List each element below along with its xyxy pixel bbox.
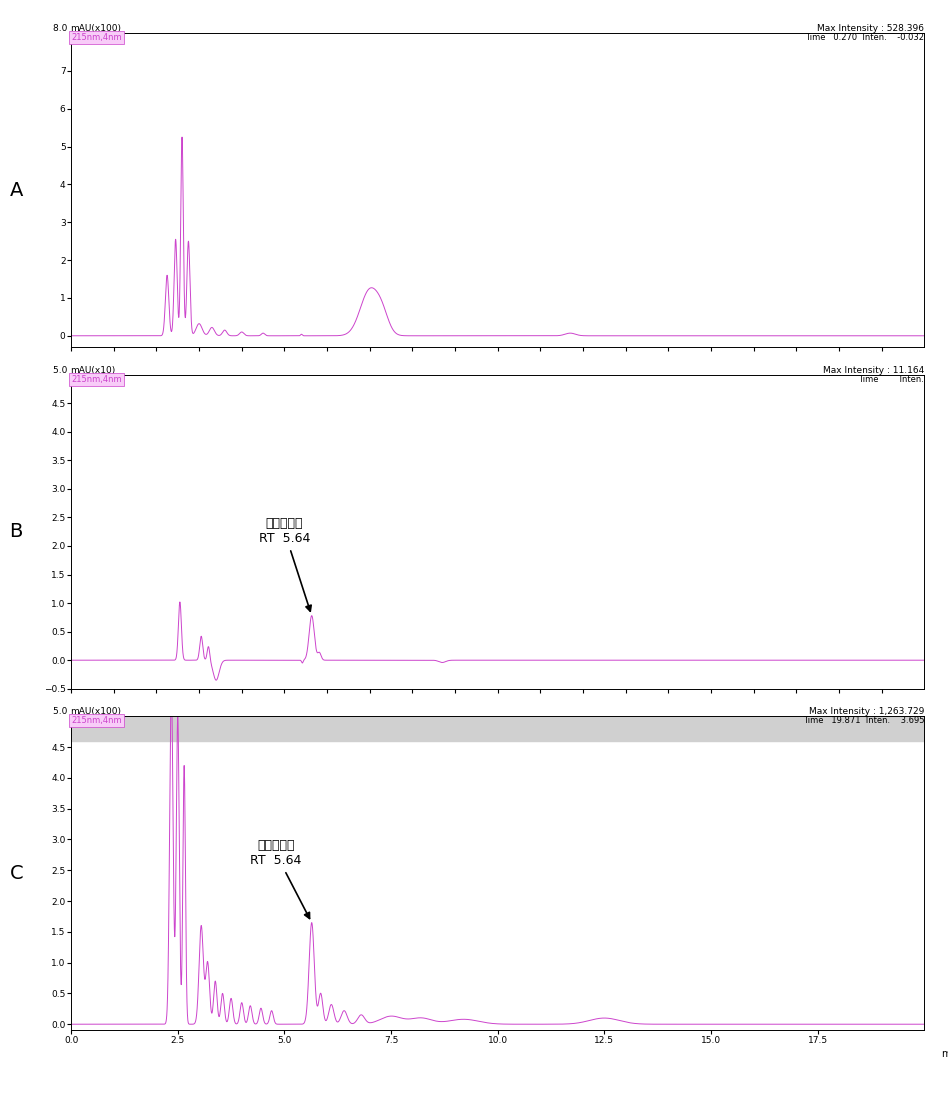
Text: C: C (9, 864, 23, 883)
Text: Max Intensity : 11.164: Max Intensity : 11.164 (823, 366, 924, 375)
Text: B: B (9, 522, 23, 541)
Text: Time   19.871  Inten.    3.695: Time 19.871 Inten. 3.695 (803, 716, 924, 725)
Text: mAU(x100): mAU(x100) (70, 707, 121, 716)
Text: 215nm,4nm: 215nm,4nm (71, 716, 121, 725)
Text: 5.0: 5.0 (53, 366, 70, 375)
Text: A: A (9, 181, 23, 199)
Text: Max Intensity : 1,263.729: Max Intensity : 1,263.729 (809, 707, 924, 716)
Text: 215nm,4nm: 215nm,4nm (71, 33, 121, 42)
Text: min: min (941, 1049, 948, 1059)
Text: 아미그달린
RT  5.64: 아미그달린 RT 5.64 (250, 840, 310, 918)
Text: 8.0: 8.0 (53, 24, 70, 33)
Text: Time   0.270  Inten.    -0.032: Time 0.270 Inten. -0.032 (805, 33, 924, 42)
Text: 5.0: 5.0 (53, 707, 70, 716)
Text: 215nm,4nm: 215nm,4nm (71, 375, 121, 383)
Text: mAU(x100): mAU(x100) (70, 24, 121, 33)
Bar (71, 716, 924, 741)
Text: mAU(x10): mAU(x10) (70, 366, 116, 375)
Text: 아미그달린
RT  5.64: 아미그달린 RT 5.64 (259, 518, 311, 612)
Text: Max Intensity : 528.396: Max Intensity : 528.396 (817, 24, 924, 33)
Text: Time        Inten.: Time Inten. (859, 375, 924, 383)
